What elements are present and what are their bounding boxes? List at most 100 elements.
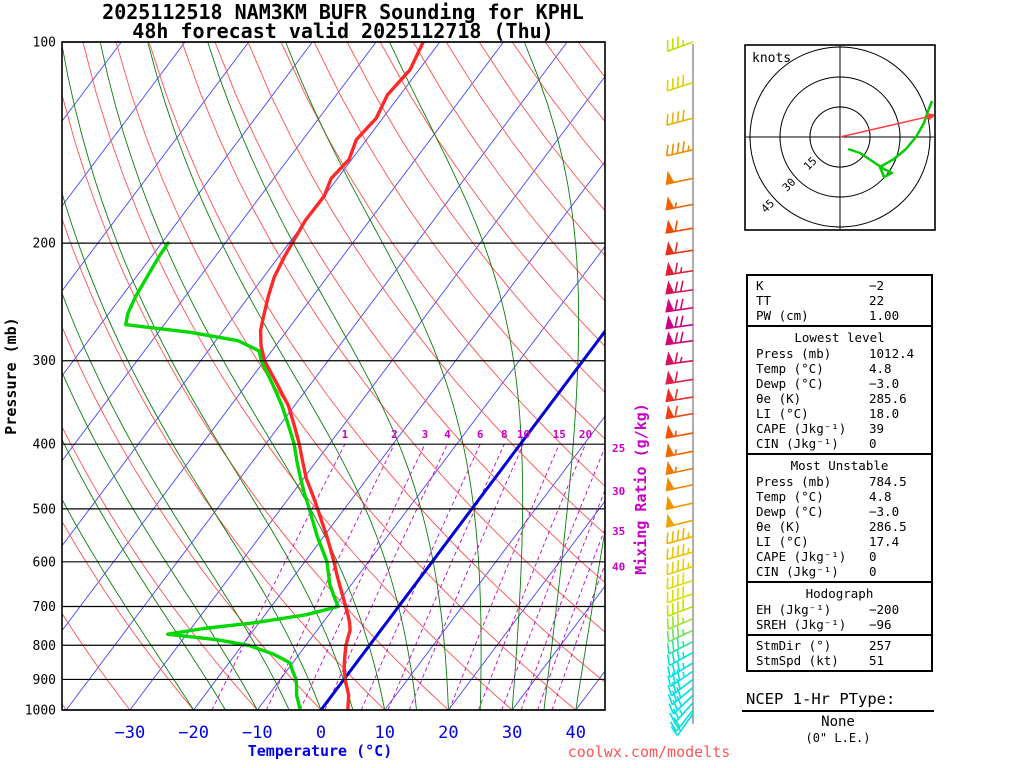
wind-barb-half-feather <box>674 202 677 208</box>
wind-barb <box>665 476 694 492</box>
wind-barb <box>666 74 694 92</box>
stats-value: −3.0 <box>869 376 900 391</box>
wind-barb-staff <box>667 579 694 590</box>
dewpoint-curve <box>124 241 340 710</box>
stats-section: Lowest level Press (mb) 1012.4 Temp (°C) 4.8… <box>748 325 931 453</box>
isotherm-line <box>65 42 568 710</box>
wind-barb-feather <box>676 560 680 572</box>
wind-barb <box>665 298 694 313</box>
wind-barb-feather <box>676 626 680 638</box>
wind-barb-feather <box>666 548 669 560</box>
stats-label: LI (°C) <box>756 406 809 421</box>
mixing-ratio-line <box>520 489 605 710</box>
ptype-value: None <box>821 714 855 730</box>
stats-section: Most Unstable Press (mb) 784.5 Temp (°C) 4.8… <box>748 453 931 581</box>
wind-barb-feather <box>679 331 684 343</box>
wind-barb-feather <box>673 717 681 728</box>
wind-barb-pennant <box>665 387 675 403</box>
wind-barb-feather <box>674 332 679 344</box>
mixing-ratio-value-label: 4 <box>444 428 451 441</box>
stats-label: Press (mb) <box>756 346 832 361</box>
wind-barb <box>666 626 694 643</box>
axis-and-labels: 1 2 3 4 6 8 10 15 202530354010020030040050060070… <box>25 36 626 744</box>
stats-value: −200 <box>869 602 900 617</box>
wind-barb-feather <box>676 545 680 557</box>
wind-barb-staff <box>668 651 694 667</box>
wind-barb <box>667 660 694 678</box>
generated-chart-layers: 1 2 3 4 6 8 10 15 202530354010020030040050060070… <box>25 36 936 744</box>
isotherm-line <box>129 75 605 710</box>
stats-row: Press (mb) 784.5 <box>748 474 931 489</box>
wind-barb-half-feather <box>687 145 690 152</box>
pressure-tick-label: 800 <box>33 639 56 654</box>
wind-barb-staff <box>674 702 694 724</box>
wind-barb <box>665 315 694 330</box>
stats-label: CAPE (Jkg⁻¹) <box>756 549 847 564</box>
stats-label: Temp (°C) <box>756 489 824 504</box>
wind-barb-pennant <box>665 331 675 346</box>
wind-barb-staff <box>675 709 694 732</box>
pressure-tick-label: 400 <box>33 438 56 453</box>
wind-barb-staff <box>667 593 694 604</box>
wind-barb-feather <box>667 666 671 678</box>
wind-barb <box>665 331 694 346</box>
moist-adiabat-line <box>62 498 194 710</box>
stats-row: θe (K) 285.6 <box>748 391 931 406</box>
dry-adiabat-line <box>62 325 322 710</box>
stats-label: CAPE (Jkg⁻¹) <box>756 421 847 436</box>
moist-adiabat-line <box>523 42 580 710</box>
wind-barb-pennant <box>665 351 675 366</box>
wind-barb-pennant <box>665 476 675 492</box>
moist-adiabat-line <box>285 42 482 710</box>
wind-barb-feather <box>668 703 675 715</box>
wind-barb-pennant <box>665 370 675 385</box>
wind-barb-feather <box>670 726 679 737</box>
wind-barb-feather <box>672 708 680 720</box>
wind-barb <box>668 694 694 715</box>
wind-barb <box>670 713 694 737</box>
wind-barb-feather <box>671 531 674 543</box>
stats-row: Dewp (°C) −3.0 <box>748 376 931 391</box>
wind-barb <box>666 543 694 561</box>
wind-barb-feather <box>671 681 677 693</box>
wind-barb <box>666 649 694 667</box>
stats-value: 0 <box>869 549 877 564</box>
stats-label: Press (mb) <box>756 474 832 489</box>
wind-barb <box>666 599 694 617</box>
wind-barb-feather <box>671 616 675 628</box>
wind-barb-column <box>665 36 694 737</box>
stats-row: StmSpd (kt) 51 <box>748 653 931 668</box>
mixing-ratio-value-label: 1 <box>342 428 349 441</box>
wind-barb-feather <box>672 690 678 702</box>
wind-barb-feather <box>674 299 679 311</box>
dry-adiabat-line <box>313 42 605 440</box>
stats-row: PW (cm) 1.00 <box>748 308 931 323</box>
stats-label: θe (K) <box>756 519 802 534</box>
wind-barb <box>665 370 694 385</box>
stats-section: K −2 TT 22 PW (cm) 1.00 <box>748 276 931 325</box>
dry-adiabat-line <box>247 42 605 535</box>
mixing-ratio-line <box>211 443 346 710</box>
wind-barb-feather <box>669 721 678 732</box>
temp-tick-label: 30 <box>502 723 522 743</box>
wind-barb <box>666 637 694 655</box>
wind-barb <box>669 702 694 724</box>
dry-adiabat-line <box>346 42 605 394</box>
stats-label: Temp (°C) <box>756 361 824 376</box>
hodograph-inner <box>746 46 934 229</box>
temp-tick-label: 20 <box>438 723 458 743</box>
wind-barb-half-feather <box>679 267 683 273</box>
wind-barb <box>665 170 694 185</box>
wind-barb-feather <box>674 316 679 328</box>
storm-motion-arrowhead <box>926 112 934 121</box>
mixing-ratio-value-label: 25 <box>612 442 625 455</box>
wind-barb-half-feather <box>682 640 685 647</box>
wind-barb <box>666 613 694 630</box>
wind-barb <box>666 558 694 576</box>
wind-barb-half-feather <box>682 671 686 678</box>
wind-barb-staff <box>673 694 694 715</box>
storm-motion-vector <box>839 115 930 138</box>
wind-barb-feather <box>671 663 676 675</box>
moist-adiabat-line <box>62 42 354 710</box>
wind-barb-staff <box>671 686 694 706</box>
